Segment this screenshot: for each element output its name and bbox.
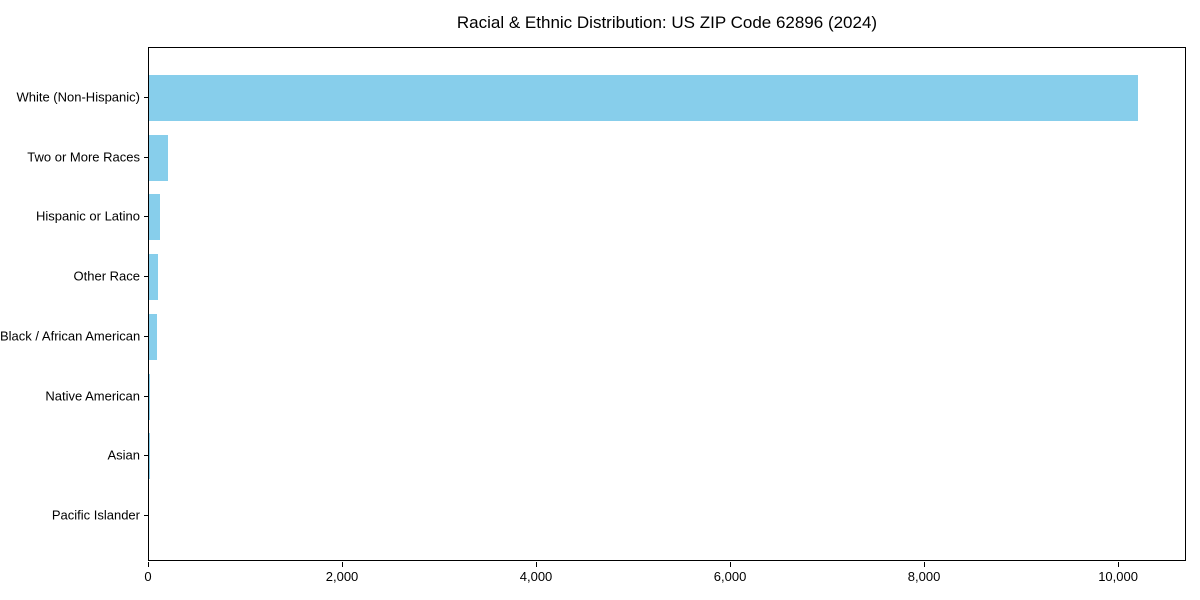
x-tick-label: 2,000 <box>325 569 359 584</box>
plot-area <box>148 47 1186 561</box>
x-tick-mark <box>730 562 732 567</box>
y-tick-label: Hispanic or Latino <box>35 208 140 224</box>
bar <box>149 75 1139 121</box>
y-tick-mark <box>144 97 148 98</box>
x-tick-mark <box>924 562 926 567</box>
bar <box>149 313 157 360</box>
y-tick-mark <box>144 515 148 516</box>
y-tick-label: Other Race <box>73 268 140 284</box>
bar <box>149 373 151 420</box>
y-tick-mark <box>144 395 148 397</box>
x-tick-mark <box>342 562 344 567</box>
x-tick-label: 8,000 <box>907 569 941 584</box>
x-tick-label: 6,000 <box>713 569 747 584</box>
y-tick-mark <box>144 335 148 337</box>
chart-title: Racial & Ethnic Distribution: US ZIP Cod… <box>456 13 878 32</box>
bar <box>149 134 169 181</box>
x-tick-mark <box>148 562 149 567</box>
y-tick-mark <box>144 276 148 278</box>
y-tick-label: Pacific Islander <box>51 507 140 523</box>
x-tick-label: 4,000 <box>519 569 553 584</box>
y-tick-mark <box>144 455 148 457</box>
y-tick-label: Asian <box>107 447 140 463</box>
y-tick-mark <box>144 216 148 218</box>
bar <box>149 194 160 241</box>
y-tick-mark <box>144 156 148 158</box>
x-tick-mark <box>1118 562 1120 567</box>
x-tick-label: 0 <box>144 569 152 584</box>
y-tick-label: White (Non-Hispanic) <box>16 89 140 105</box>
bar <box>149 254 158 301</box>
y-tick-label: Native American <box>45 388 140 404</box>
x-tick-label: 10,000 <box>1098 569 1138 584</box>
x-tick-mark <box>536 562 538 567</box>
y-tick-label: Black / African American <box>0 328 141 344</box>
y-tick-label: Two or More Races <box>27 149 140 165</box>
